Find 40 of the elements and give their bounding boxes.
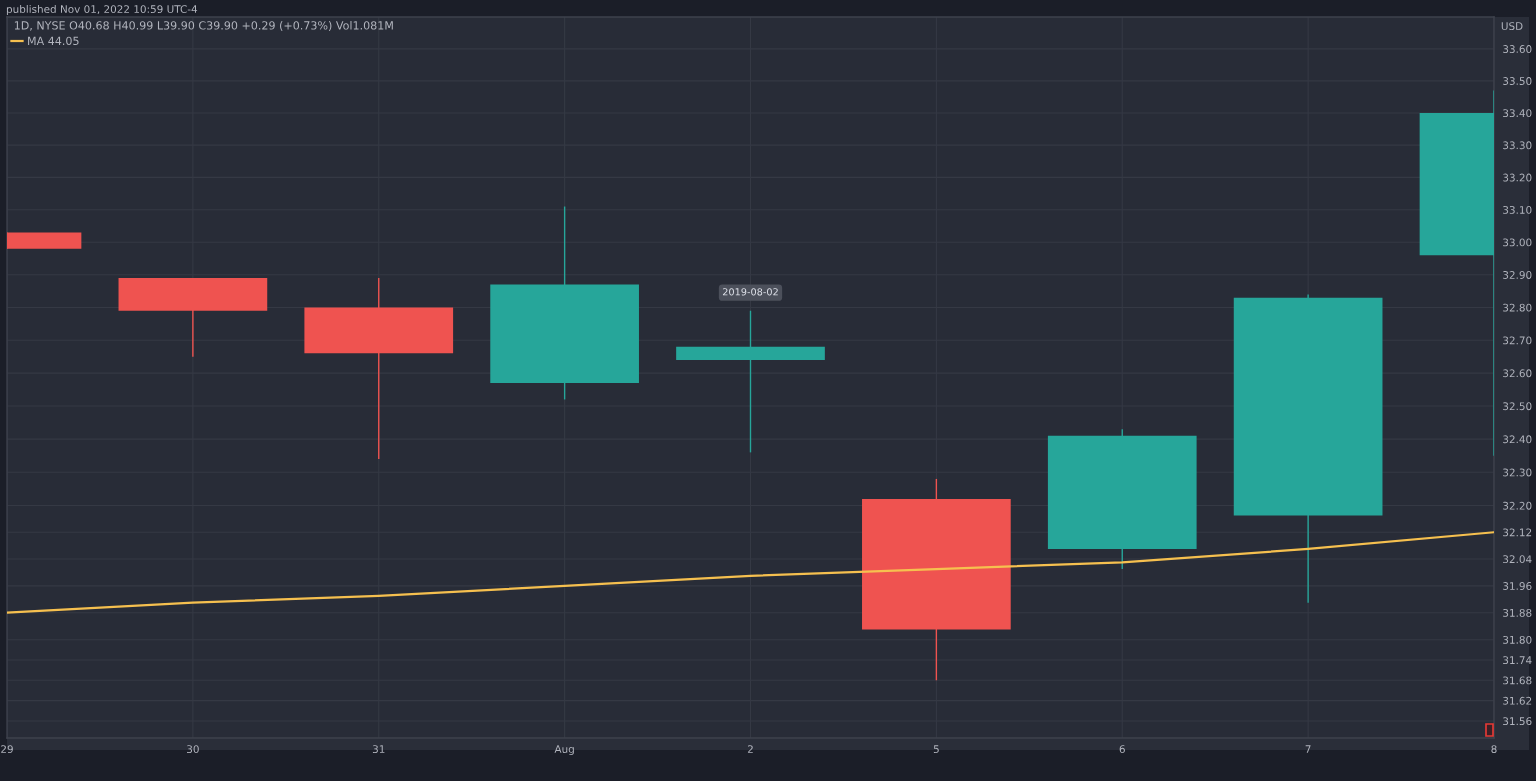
legend-label: MA 44.05: [28, 36, 79, 46]
x-tick-label: 29: [1, 745, 13, 754]
y-tick-label: 32.30: [1503, 468, 1532, 477]
y-tick-label: 33.30: [1503, 141, 1532, 150]
y-tick-label: 33.00: [1503, 238, 1532, 247]
y-tick-label: 32.04: [1503, 555, 1532, 564]
y-axis-title: USD: [1501, 22, 1523, 31]
y-tick-label: 32.12: [1503, 528, 1532, 537]
y-tick-label: 31.96: [1503, 582, 1532, 590]
annotation: 2019-08-02: [722, 288, 778, 296]
y-tick-label: 32.50: [1503, 402, 1532, 411]
y-tick-label: 33.10: [1503, 205, 1532, 214]
y-tick-label: 32.90: [1503, 271, 1532, 279]
y-tick-label: 31.68: [1503, 676, 1532, 685]
y-tick-label: 32.40: [1503, 435, 1532, 444]
y-tick-label: 32.60: [1503, 369, 1532, 378]
x-tick-label: 8: [1491, 745, 1497, 754]
y-tick-label: 31.62: [1503, 696, 1532, 705]
line-series: [7, 531, 1494, 614]
y-tick-label: 33.40: [1503, 109, 1532, 118]
y-tick-label: 32.20: [1503, 501, 1532, 510]
y-tick-label: 32.80: [1503, 303, 1532, 312]
x-tick-label: 7: [1305, 745, 1311, 753]
text: published Nov 01, 2022 10:59 UTC-4: [6, 4, 198, 16]
y-tick-label: 33.20: [1503, 173, 1532, 182]
x-tick-label: 6: [1119, 745, 1125, 754]
y-tick-label: 31.88: [1503, 608, 1532, 617]
x-tick-label: 2: [747, 745, 753, 753]
y-tick-label: 31.56: [1503, 717, 1532, 726]
x-tick-label: 31: [372, 745, 385, 754]
x-tick-label: 5: [933, 745, 939, 754]
y-tick-label: 31.74: [1503, 656, 1532, 665]
chart-title: 1D, NYSE O40.68 H40.99 L39.90 C39.90 +0.29 (+0.73%) Vol1.081M: [14, 21, 393, 31]
candlestick: [676, 310, 825, 454]
x-tick-label: 30: [187, 745, 199, 754]
y-tick-label: 33.60: [1503, 45, 1532, 53]
x-tick-label: Aug: [554, 745, 574, 756]
y-tick-label: 31.80: [1503, 635, 1532, 644]
y-tick-label: 33.50: [1503, 77, 1532, 85]
y-tick-label: 32.70: [1503, 336, 1532, 345]
